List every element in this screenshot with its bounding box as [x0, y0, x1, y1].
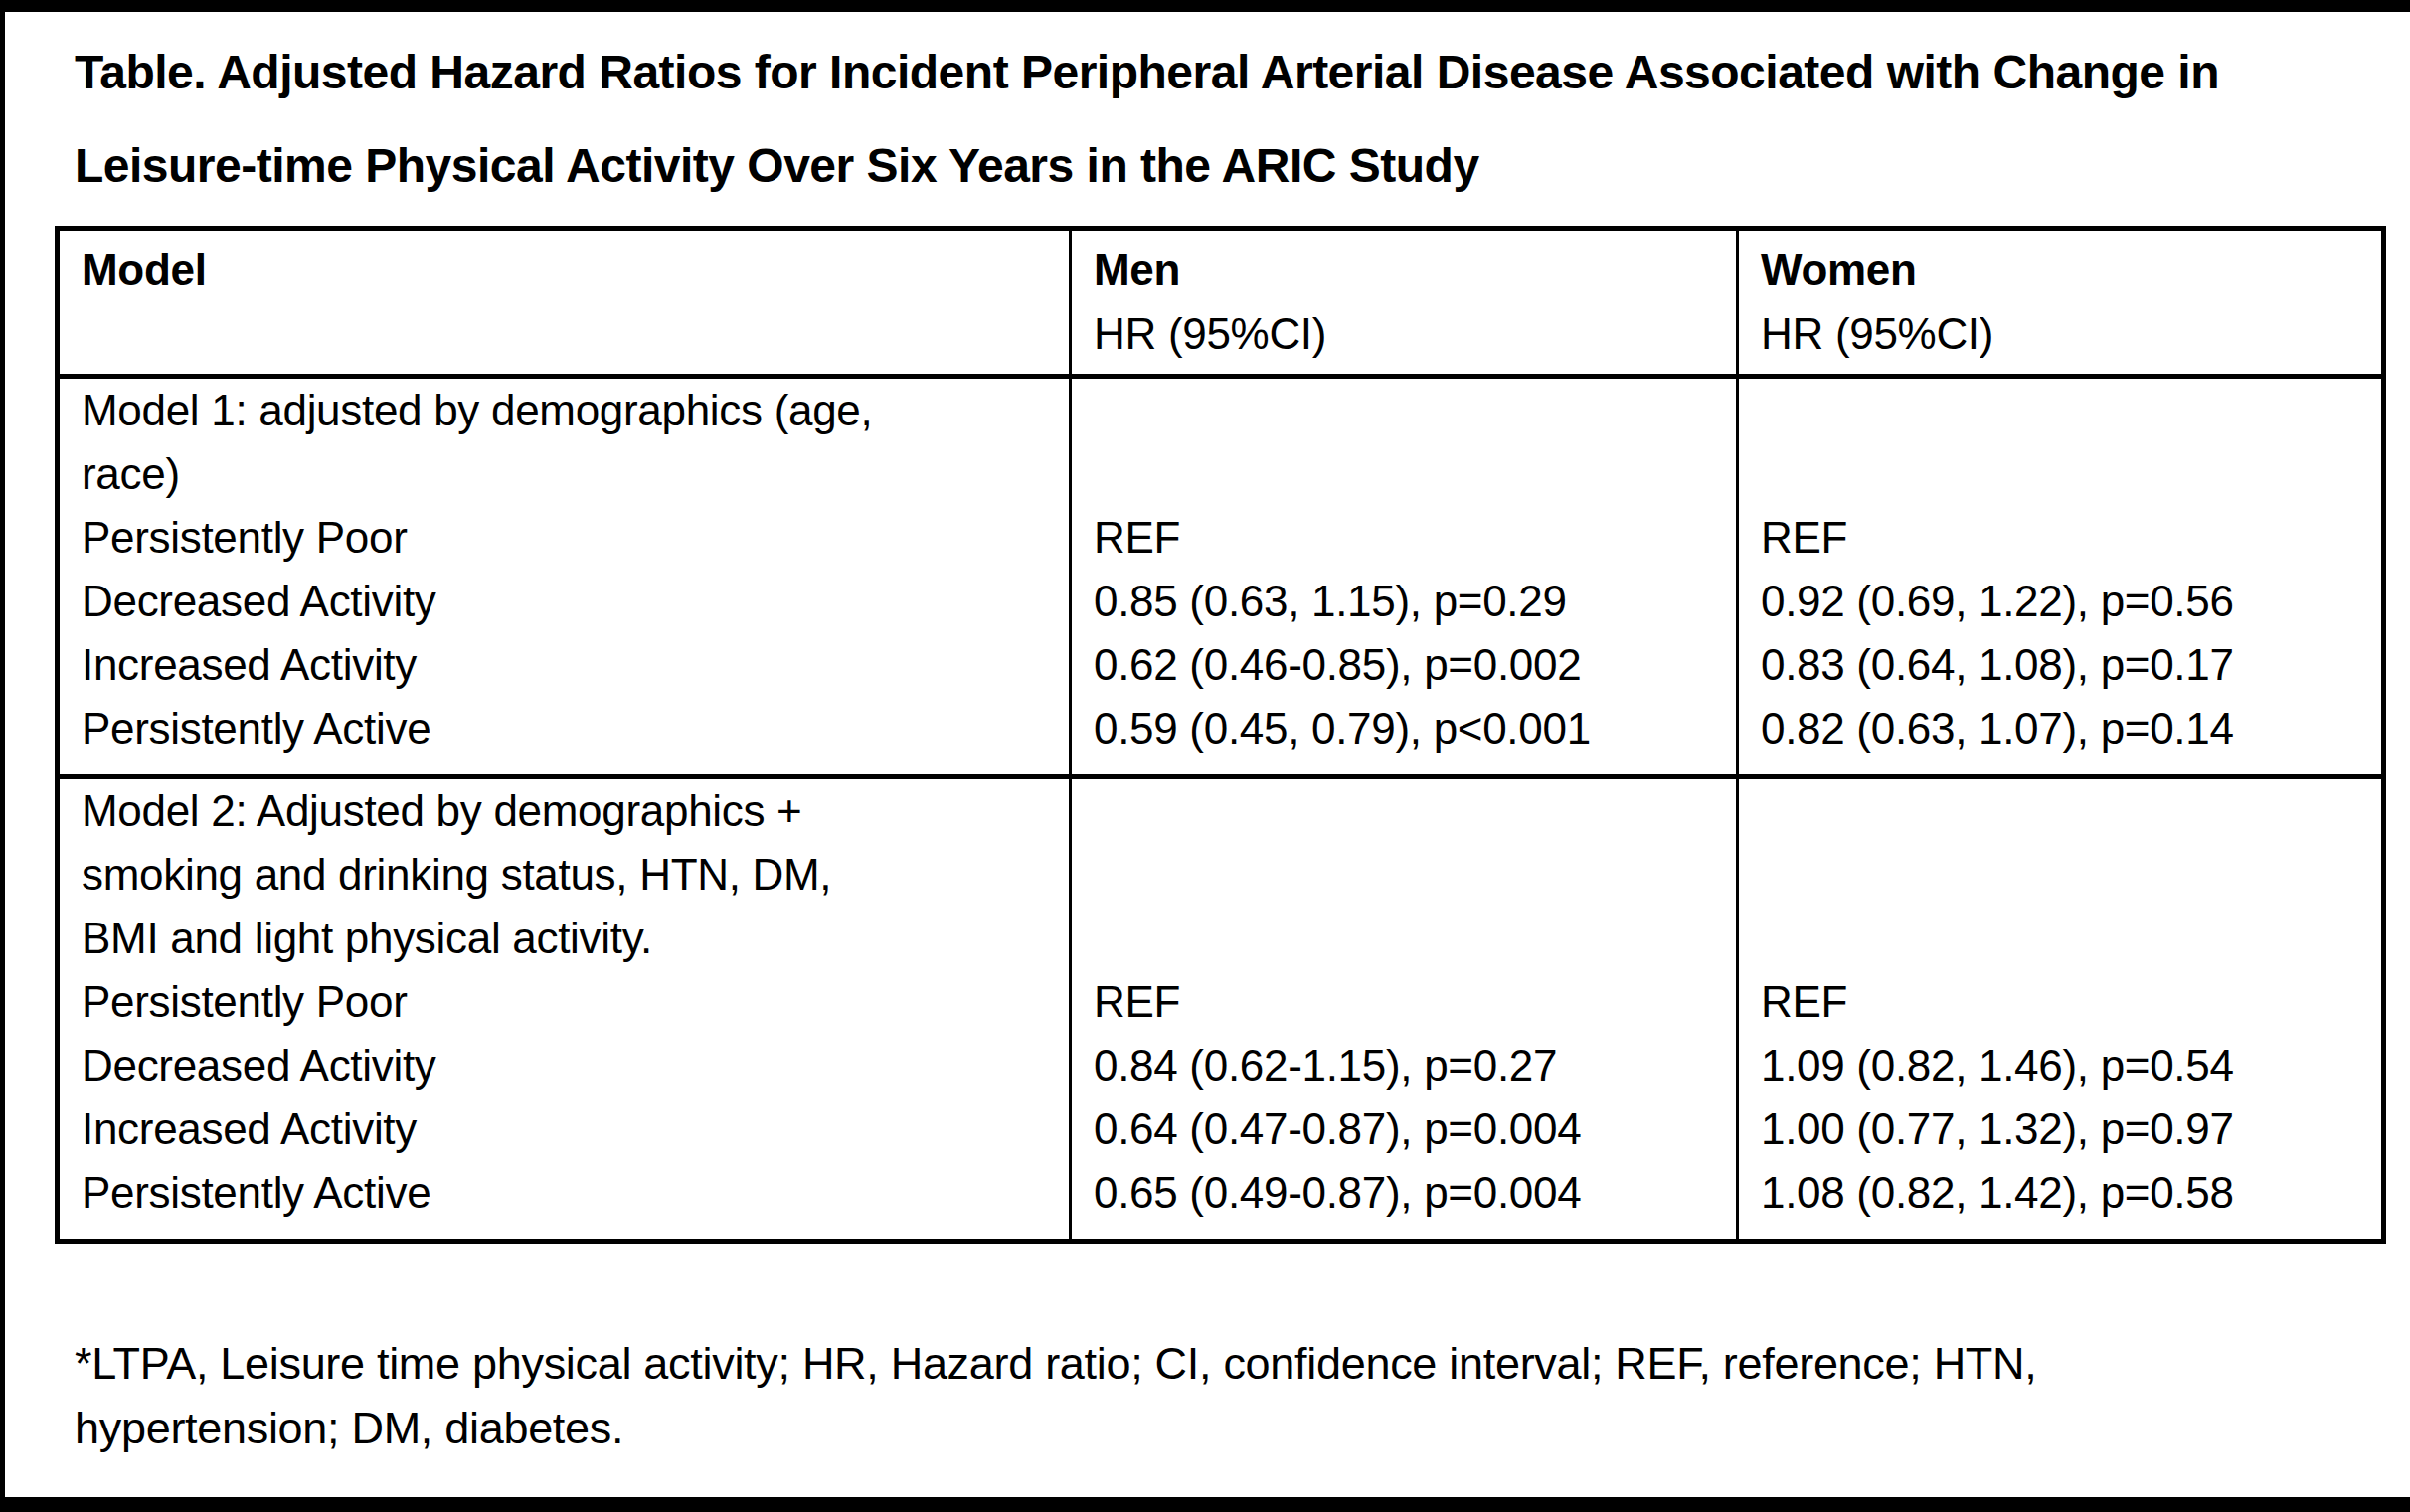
table-row: Increased Activity 0.62 (0.46-0.85), p=0…: [58, 633, 2384, 697]
category-cell: Increased Activity: [58, 633, 1071, 697]
category-cell: Decreased Activity: [58, 1034, 1071, 1097]
men-value-cell: 0.62 (0.46-0.85), p=0.002: [1071, 633, 1738, 697]
table-row: Persistently Poor REF REF: [58, 506, 2384, 570]
women-value-cell: 0.83 (0.64, 1.08), p=0.17: [1738, 633, 2384, 697]
category-cell: Persistently Poor: [58, 506, 1071, 570]
column-header-women-label: Women: [1761, 239, 2369, 302]
empty-cell: [1071, 777, 1738, 971]
top-black-bar: [0, 0, 2410, 12]
men-value-cell: REF: [1071, 506, 1738, 570]
table-row: Persistently Poor REF REF: [58, 970, 2384, 1034]
column-header-women: Women HR (95%CI): [1738, 229, 2384, 377]
table-row: Persistently Active 0.65 (0.49-0.87), p=…: [58, 1161, 2384, 1242]
women-value-cell: REF: [1738, 506, 2384, 570]
content-area: Table. Adjusted Hazard Ratios for Incide…: [5, 12, 2410, 1512]
men-value-cell: 0.65 (0.49-0.87), p=0.004: [1071, 1161, 1738, 1242]
table-header-row: Model Men HR (95%CI) Women HR (95%CI): [58, 229, 2384, 377]
women-value-cell: 1.09 (0.82, 1.46), p=0.54: [1738, 1034, 2384, 1097]
category-cell: Decreased Activity: [58, 570, 1071, 633]
women-value-cell: 0.82 (0.63, 1.07), p=0.14: [1738, 697, 2384, 777]
category-cell: Increased Activity: [58, 1097, 1071, 1161]
category-cell: Persistently Active: [58, 1161, 1071, 1242]
men-value-cell: REF: [1071, 970, 1738, 1034]
women-value-cell: REF: [1738, 970, 2384, 1034]
table-row: Increased Activity 0.64 (0.47-0.87), p=0…: [58, 1097, 2384, 1161]
section-label-row: Model 2: Adjusted by demographics + smok…: [58, 777, 2384, 971]
column-header-men: Men HR (95%CI): [1071, 229, 1738, 377]
empty-cell: [1738, 777, 2384, 971]
empty-cell: [1738, 377, 2384, 507]
model-2-label: Model 2: Adjusted by demographics + smok…: [58, 777, 1071, 971]
table-row: Persistently Active 0.59 (0.45, 0.79), p…: [58, 697, 2384, 777]
model-1-section: Model 1: adjusted by demographics (age, …: [58, 377, 2384, 777]
column-header-model-label: Model: [82, 239, 1057, 302]
column-header-women-sublabel: HR (95%CI): [1761, 302, 2369, 366]
model-2-section: Model 2: Adjusted by demographics + smok…: [58, 777, 2384, 1242]
column-header-men-sublabel: HR (95%CI): [1094, 302, 1724, 366]
women-value-cell: 1.08 (0.82, 1.42), p=0.58: [1738, 1161, 2384, 1242]
footnotes: *LTPA, Leisure time physical activity; H…: [75, 1267, 2361, 1512]
empty-cell: [1071, 377, 1738, 507]
men-value-cell: 0.59 (0.45, 0.79), p<0.001: [1071, 697, 1738, 777]
footnote-abbreviations: *LTPA, Leisure time physical activity; H…: [75, 1332, 2361, 1461]
column-header-model: Model: [58, 229, 1071, 377]
men-value-cell: 0.85 (0.63, 1.15), p=0.29: [1071, 570, 1738, 633]
category-cell: Persistently Poor: [58, 970, 1071, 1034]
category-cell: Persistently Active: [58, 697, 1071, 777]
table-row: Decreased Activity 0.84 (0.62-1.15), p=0…: [58, 1034, 2384, 1097]
women-value-cell: 0.92 (0.69, 1.22), p=0.56: [1738, 570, 2384, 633]
column-header-men-label: Men: [1094, 239, 1724, 302]
men-value-cell: 0.64 (0.47-0.87), p=0.004: [1071, 1097, 1738, 1161]
men-value-cell: 0.84 (0.62-1.15), p=0.27: [1071, 1034, 1738, 1097]
section-label-row: Model 1: adjusted by demographics (age, …: [58, 377, 2384, 507]
hazard-ratio-table: Model Men HR (95%CI) Women HR (95%CI) Mo…: [55, 226, 2386, 1244]
women-value-cell: 1.00 (0.77, 1.32), p=0.97: [1738, 1097, 2384, 1161]
page: Table. Adjusted Hazard Ratios for Incide…: [0, 0, 2410, 1512]
model-1-label: Model 1: adjusted by demographics (age, …: [58, 377, 1071, 507]
bottom-black-bar: [0, 1497, 2410, 1512]
table-row: Decreased Activity 0.85 (0.63, 1.15), p=…: [58, 570, 2384, 633]
table-title: Table. Adjusted Hazard Ratios for Incide…: [75, 26, 2351, 212]
